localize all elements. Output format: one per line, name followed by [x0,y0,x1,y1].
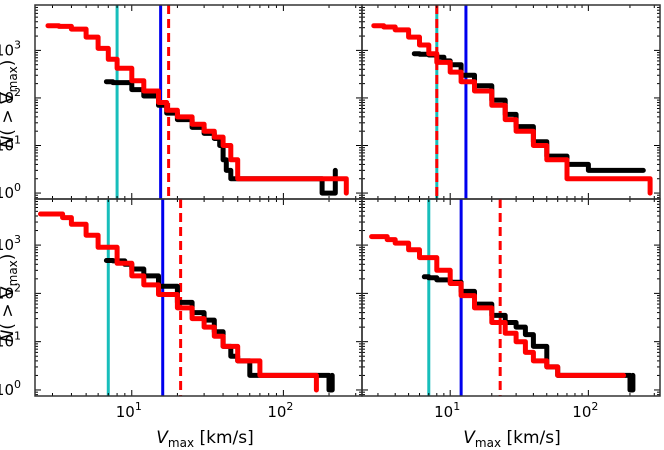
panel-top-right [361,4,661,200]
plot-area-bottom-left [38,199,335,396]
series-red [45,23,349,196]
y-tick-label: 103 [0,38,21,59]
series-red [369,234,627,378]
y-axis-label-top: N( > Vmax) [0,60,20,149]
x-axis-label-left: Vmax [km/s] [156,428,253,450]
panel-bottom-right: 101 102 [361,198,661,421]
panel-bottom-left: 100101102103101102 [0,198,363,421]
panel-top-left: 100101102103 [0,4,363,202]
y-tick-label: 103 [0,233,21,254]
series-red [371,23,653,196]
x-tick-label: 101 [116,400,142,421]
x-tick-label: 102 [267,400,293,421]
x-tick-label: 102 [572,400,598,421]
x-tick-label: 101 [434,400,460,421]
plot-area-top-right [371,5,653,199]
panel-frame [361,198,661,397]
series-black [103,258,335,393]
y-tick-label: 100 [0,378,21,399]
series-red [38,211,319,393]
y-axis-label-bottom: N( > Vmax) [0,254,20,343]
x-axis-label-right: Vmax [km/s] [463,428,560,450]
plot-area-top-left [45,5,349,199]
y-tick-label: 100 [0,181,21,202]
plot-area-bottom-right [369,199,636,396]
